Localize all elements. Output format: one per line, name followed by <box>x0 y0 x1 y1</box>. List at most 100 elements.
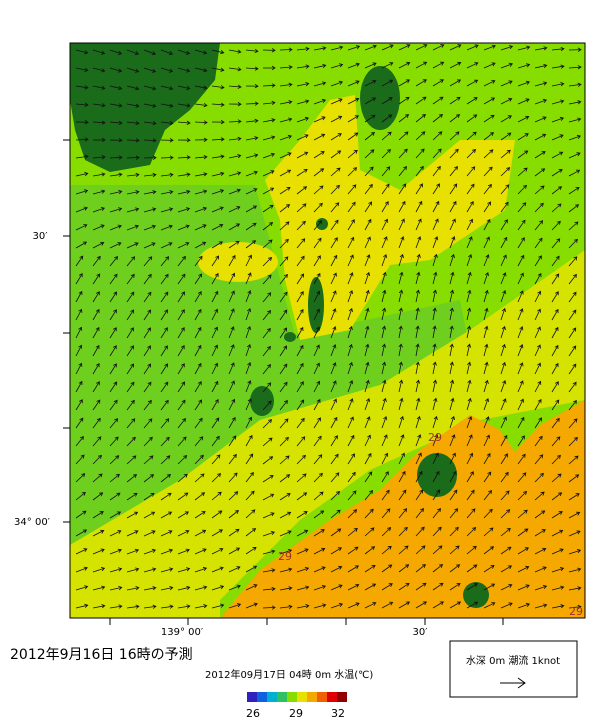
current-arrow <box>75 290 83 303</box>
current-arrow <box>245 83 259 89</box>
current-arrow <box>92 326 100 339</box>
current-arrow <box>449 183 458 195</box>
current-arrow <box>432 452 439 465</box>
lon-label: 30′ <box>413 627 429 638</box>
current-arrow <box>245 325 251 339</box>
current-arrow <box>381 62 394 69</box>
current-arrow <box>568 436 578 447</box>
current-arrow <box>75 454 85 465</box>
current-arrow <box>517 509 528 519</box>
current-arrow <box>500 45 514 51</box>
current-arrow <box>551 492 563 501</box>
current-arrow <box>347 167 358 177</box>
current-arrow <box>347 361 353 375</box>
current-arrow <box>415 183 423 195</box>
current-arrow <box>449 271 455 285</box>
current-arrow <box>398 434 405 447</box>
current-arrow <box>449 601 462 609</box>
current-arrow <box>126 309 135 321</box>
current-arrow <box>568 204 580 213</box>
current-arrow <box>228 290 235 303</box>
current-arrow <box>347 325 353 339</box>
sea-yellow <box>198 242 278 282</box>
current-arrow <box>177 120 191 125</box>
current-arrow <box>296 548 309 555</box>
current-arrow <box>262 586 276 592</box>
current-arrow <box>228 491 239 501</box>
current-arrow <box>500 379 507 393</box>
current-arrow <box>262 382 272 393</box>
current-arrow <box>330 63 344 69</box>
current-arrow <box>194 154 208 160</box>
current-arrow <box>245 398 252 411</box>
current-arrow <box>279 169 292 177</box>
current-arrow <box>245 528 257 537</box>
colorbar-label: 32 <box>331 707 345 720</box>
current-arrow <box>415 582 427 591</box>
current-arrow <box>75 491 86 501</box>
current-arrow <box>75 206 88 213</box>
current-arrow <box>364 149 375 159</box>
current-arrow <box>551 585 565 591</box>
current-arrow <box>551 255 560 267</box>
current-arrow <box>228 49 242 54</box>
current-arrow <box>432 236 439 249</box>
current-arrow <box>415 218 422 231</box>
current-arrow <box>483 201 492 213</box>
current-arrow <box>126 256 136 267</box>
current-arrow <box>313 529 325 537</box>
current-arrow <box>381 527 392 537</box>
current-arrow <box>534 417 542 429</box>
current-arrow <box>381 44 394 51</box>
current-arrow <box>568 399 577 411</box>
current-arrow <box>279 82 293 87</box>
current-arrow <box>500 167 511 177</box>
current-arrow <box>415 470 423 483</box>
current-arrow <box>211 585 225 591</box>
current-arrow <box>517 184 527 195</box>
current-arrow <box>211 137 225 142</box>
current-arrow <box>92 155 106 160</box>
current-arrow <box>534 566 547 573</box>
current-arrow <box>466 379 472 393</box>
current-arrow <box>109 455 120 465</box>
contour-label: 29 <box>569 605 583 618</box>
current-arrow <box>211 380 219 393</box>
current-arrow <box>160 85 174 91</box>
current-arrow <box>177 255 186 267</box>
current-arrow <box>551 344 559 357</box>
current-arrow <box>364 183 373 195</box>
current-arrow <box>330 380 337 393</box>
current-arrow <box>75 189 89 195</box>
current-arrow <box>279 345 288 357</box>
current-arrow <box>177 417 186 429</box>
current-arrow <box>398 131 409 141</box>
current-arrow <box>109 273 118 285</box>
current-arrow <box>466 289 472 303</box>
current-arrow <box>194 224 207 231</box>
current-arrow <box>262 187 275 195</box>
current-arrow <box>381 325 387 339</box>
current-arrow <box>296 417 305 429</box>
current-arrow <box>500 272 507 285</box>
current-arrow <box>568 530 581 537</box>
current-arrow <box>483 271 489 285</box>
current-arrow <box>194 399 203 411</box>
current-arrow <box>517 528 529 537</box>
current-arrow <box>109 224 122 231</box>
current-arrow <box>415 165 424 177</box>
current-arrow <box>245 188 258 195</box>
current-arrow <box>194 492 206 501</box>
current-arrow <box>160 309 168 321</box>
current-arrow <box>126 291 135 303</box>
current-arrow <box>279 186 291 195</box>
current-arrow <box>75 548 88 555</box>
current-arrow <box>381 236 388 249</box>
current-arrow <box>398 79 411 87</box>
current-arrow <box>126 138 140 143</box>
current-arrow <box>398 508 408 519</box>
current-arrow <box>347 398 354 411</box>
current-arrow <box>415 434 422 447</box>
current-arrow <box>279 549 293 555</box>
current-arrow <box>568 418 578 429</box>
